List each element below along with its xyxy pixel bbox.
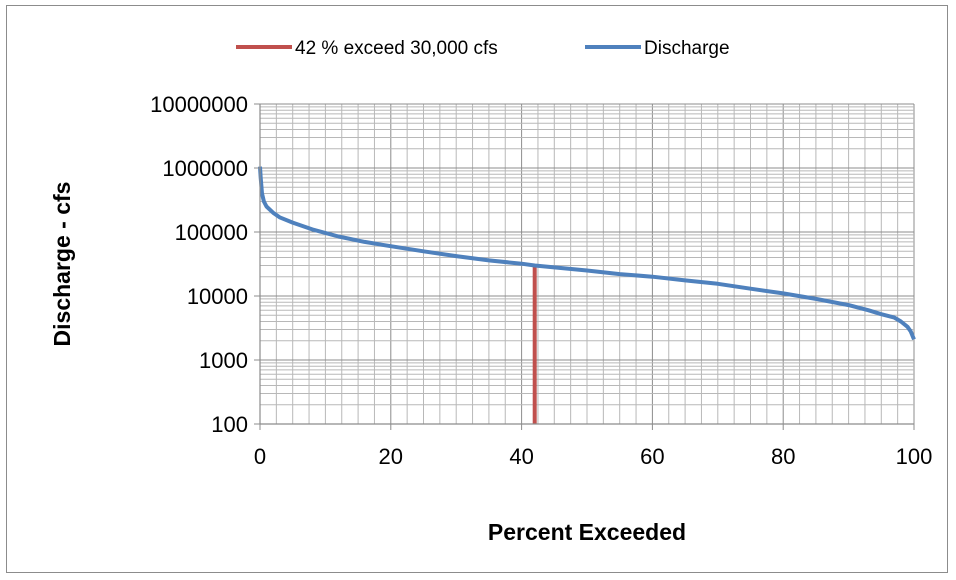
y-tick-label: 100000	[175, 220, 248, 245]
legend: 42 % exceed 30,000 cfs Discharge	[236, 38, 730, 59]
tick-labels: 100 1000 10000 100000 1000000 10000000 0 20 40 60…	[150, 92, 932, 469]
series-line-discharge	[258, 166, 916, 341]
y-tick-label: 100	[211, 412, 248, 437]
x-tick-label: 40	[509, 444, 533, 469]
x-tick-label: 0	[254, 444, 266, 469]
y-tick-label: 1000000	[162, 156, 248, 181]
y-tick-label: 10000	[187, 284, 248, 309]
x-tick-label: 100	[896, 444, 933, 469]
grid	[259, 103, 915, 425]
axes	[254, 103, 915, 430]
y-tick-label: 1000	[199, 348, 248, 373]
series-layer	[258, 166, 916, 424]
x-axis-title: Percent Exceeded	[488, 519, 686, 545]
y-tick-label: 10000000	[150, 92, 248, 117]
y-axis-title: Discharge - cfs	[49, 182, 75, 347]
x-tick-label: 20	[379, 444, 403, 469]
legend-label-discharge: Discharge	[644, 38, 730, 59]
x-tick-label: 60	[640, 444, 664, 469]
x-tick-label: 80	[771, 444, 795, 469]
legend-label-threshold: 42 % exceed 30,000 cfs	[295, 38, 498, 59]
